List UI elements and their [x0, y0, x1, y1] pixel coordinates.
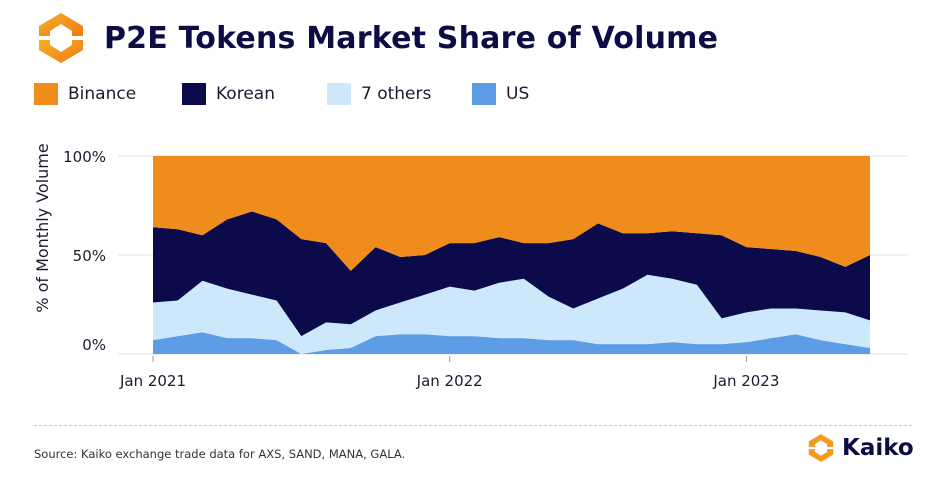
- x-tick-label: Jan 2021: [119, 372, 186, 390]
- page-title: P2E Tokens Market Share of Volume: [104, 20, 719, 56]
- legend-swatch-korean: [182, 83, 206, 105]
- area-series-korean: [153, 211, 870, 337]
- y-tick-label: 100%: [63, 148, 106, 166]
- legend-label-korean: Korean: [216, 84, 275, 104]
- area-series-binance: [153, 156, 870, 271]
- area-series-7-others: [153, 274, 870, 354]
- kaiko-brand-icon: [808, 434, 834, 462]
- footer-divider: [34, 425, 912, 426]
- legend-swatch-us: [472, 83, 496, 105]
- legend-item-us: US: [472, 80, 529, 108]
- legend-swatch-7-others: [327, 83, 351, 105]
- x-tick-label: Jan 2023: [712, 372, 779, 390]
- area-series-us: [153, 332, 870, 354]
- y-axis-label: % of Monthly Volume: [33, 143, 52, 312]
- legend-item-korean: Korean: [182, 80, 275, 108]
- chart-areas: [153, 156, 870, 354]
- legend-label-us: US: [506, 84, 530, 104]
- y-tick-label: 0%: [82, 336, 106, 354]
- source-note: Source: Kaiko exchange trade data for AX…: [34, 447, 406, 461]
- x-axis-ticks: Jan 2021 Jan 2022 Jan 2023: [119, 356, 779, 390]
- market-share-area-chart: 0% 50% 100% Jan 2021 Jan 2022 Jan 2023 % of …: [33, 143, 908, 390]
- brand-name: Kaiko: [842, 435, 914, 461]
- kaiko-brand: Kaiko: [806, 433, 914, 463]
- x-tick-label: Jan 2022: [416, 372, 483, 390]
- legend-item-binance: Binance: [34, 80, 136, 108]
- legend-label-binance: Binance: [68, 84, 137, 104]
- legend-item-7-others: 7 others: [327, 80, 431, 108]
- legend-swatch-binance: [34, 83, 58, 105]
- legend-label-7-others: 7 others: [361, 84, 432, 104]
- y-axis-ticks: 0% 50% 100%: [63, 148, 106, 354]
- kaiko-logo-icon: [39, 13, 83, 63]
- y-tick-label: 50%: [73, 247, 106, 265]
- header: P2E Tokens Market Share of Volume: [34, 10, 718, 66]
